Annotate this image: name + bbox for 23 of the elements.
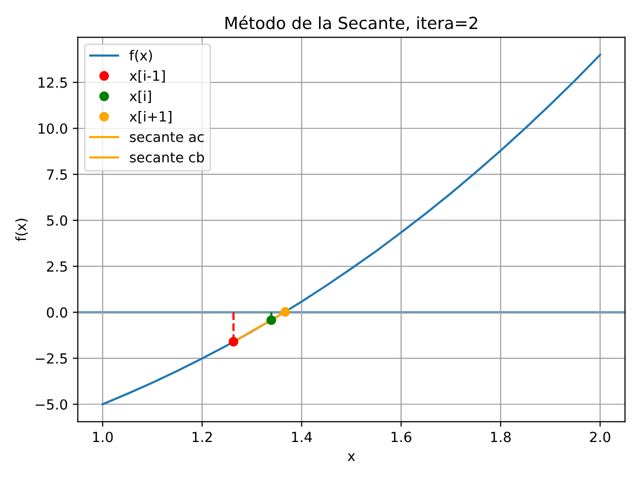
legend-label: secante cb: [130, 152, 204, 163]
x-tick-label: 1.0: [93, 432, 113, 442]
y-axis-title: f(x): [15, 218, 28, 242]
legend-label: f(x): [129, 50, 152, 62]
y-tick-label: −2.5: [36, 353, 67, 364]
x-axis-title: x: [348, 453, 356, 461]
y-tick-label: 12.5: [38, 77, 67, 88]
legend-label: x[i-1]: [130, 70, 165, 83]
x-tick-label: 1.2: [192, 432, 212, 442]
y-tick-label: 10.0: [38, 123, 68, 134]
y-tick-label: 5.0: [47, 215, 68, 226]
x-tick-label: 1.4: [292, 432, 312, 442]
chart-title: Método de la Secante, itera=2: [226, 16, 478, 31]
x-tick-label: 2.0: [590, 432, 610, 442]
y-tick-label: 0.0: [46, 307, 68, 318]
x-tick-label: 1.6: [392, 432, 412, 442]
y-tick-label: 7.5: [47, 170, 67, 180]
y-tick-label: 2.5: [46, 261, 67, 272]
legend-label: x[i]: [130, 90, 151, 103]
x-tick-label: 1.8: [491, 432, 511, 442]
y-tick-label: −5.0: [36, 399, 68, 410]
legend-label: x[i+1]: [130, 110, 172, 124]
legend-label: secante ac: [130, 132, 204, 142]
